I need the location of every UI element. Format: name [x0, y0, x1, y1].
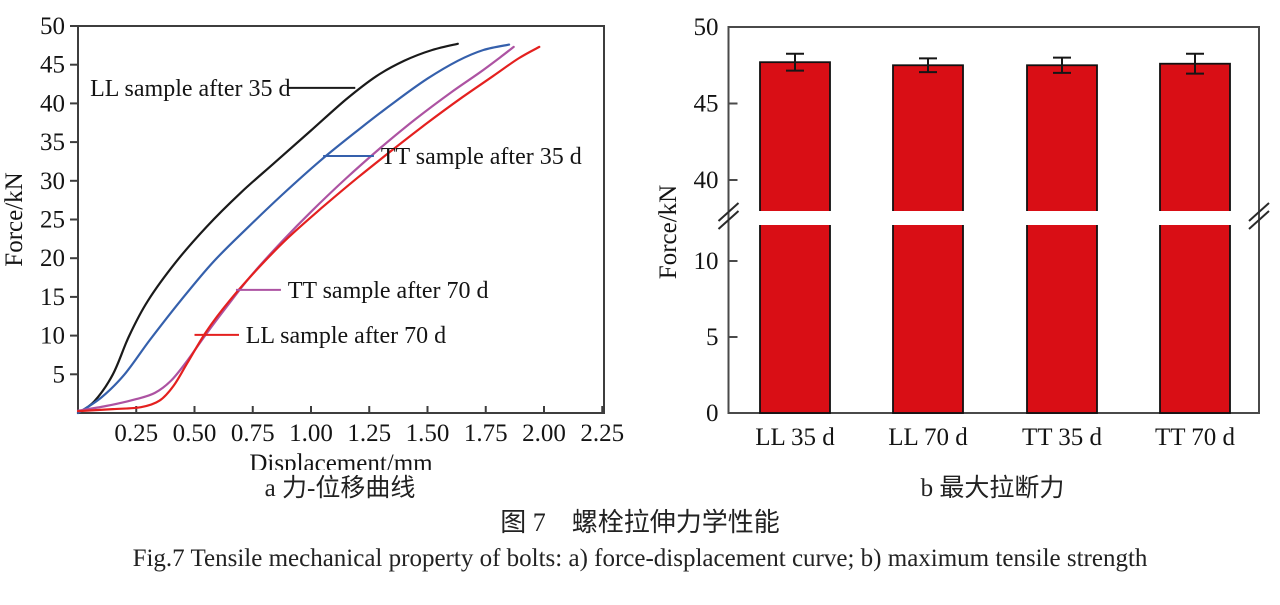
x-tick-label: 1.75 — [464, 420, 508, 447]
figure-caption-english: Fig.7 Tensile mechanical property of bol… — [132, 545, 1148, 572]
x-tick-label: 1.00 — [289, 420, 333, 447]
y-tick-label: 25 — [40, 207, 65, 234]
y-tick-label: 15 — [40, 284, 65, 311]
y-tick-label: 20 — [40, 245, 65, 272]
x-axis-label: Displacement/mm — [249, 450, 433, 470]
curve-label: LL sample after 70 d — [246, 323, 446, 349]
curve-ll-sample-after-35-d — [76, 42, 459, 415]
category-label: LL 70 d — [888, 424, 968, 451]
axis-break-slash — [717, 202, 740, 222]
x-tick-label: 1.25 — [347, 420, 391, 447]
axis-break-band — [730, 211, 1257, 225]
y-tick-label: 40 — [694, 167, 719, 194]
curve-ll-sample-after-70-d — [76, 45, 541, 413]
axis-break-slash — [1248, 210, 1270, 230]
bar-tt-35-d — [1026, 64, 1098, 414]
y-tick-label: 45 — [40, 52, 65, 79]
force-displacement-chart: 5 10 15 20 25 30 35 40 45 50 0.25 0.50 0.75 1.00 1.25 1… — [1, 13, 624, 470]
max-tensile-force-chart: 0 5 10 40 45 50 LL 35 d LL 70 d TT 35 d TT 70 d Fo… — [655, 14, 1270, 451]
y-tick-label: 45 — [694, 91, 719, 118]
axis-break-slash — [1248, 202, 1270, 222]
y-tick-label: 5 — [706, 324, 719, 351]
x-tick-label: 0.50 — [173, 420, 217, 447]
subcaption-a: a 力-位移曲线 — [264, 475, 416, 502]
y-tick-label: 40 — [40, 90, 65, 117]
category-label: TT 35 d — [1022, 424, 1103, 451]
figure-title-chinese: 图 7 螺栓拉伸力学性能 — [500, 508, 780, 537]
category-label: TT 70 d — [1155, 424, 1236, 451]
y-tick-label: 0 — [706, 400, 719, 427]
y-tick-label: 10 — [694, 248, 719, 275]
curve-label: TT sample after 35 d — [381, 144, 582, 170]
y-tick-label: 35 — [40, 129, 65, 156]
curve-tt-sample-after-35-d — [76, 43, 511, 415]
y-axis-label: Force/kN — [655, 185, 682, 279]
x-tick-label: 0.75 — [231, 420, 275, 447]
x-tick-label: 0.25 — [114, 420, 158, 447]
y-tick-label: 50 — [40, 13, 65, 40]
bar-ll-35-d — [759, 61, 831, 414]
axis-break-slash — [717, 210, 740, 230]
bar-ll-70-d — [892, 64, 964, 414]
y-tick-label: 50 — [694, 14, 719, 41]
curve-label: TT sample after 70 d — [288, 278, 489, 304]
x-tick-label: 1.50 — [406, 420, 450, 447]
x-tick-label: 2.00 — [522, 420, 566, 447]
y-tick-label: 10 — [40, 323, 65, 350]
x-tick-label: 2.25 — [580, 420, 624, 447]
subcaption-b: b 最大拉断力 — [920, 475, 1065, 502]
curve-label: LL sample after 35 d — [90, 76, 290, 102]
y-tick-label: 5 — [53, 361, 66, 388]
y-tick-label: 30 — [40, 168, 65, 195]
category-label: LL 35 d — [755, 424, 835, 451]
y-axis-label: Force/kN — [1, 172, 28, 266]
bar-tt-70-d — [1159, 62, 1231, 414]
